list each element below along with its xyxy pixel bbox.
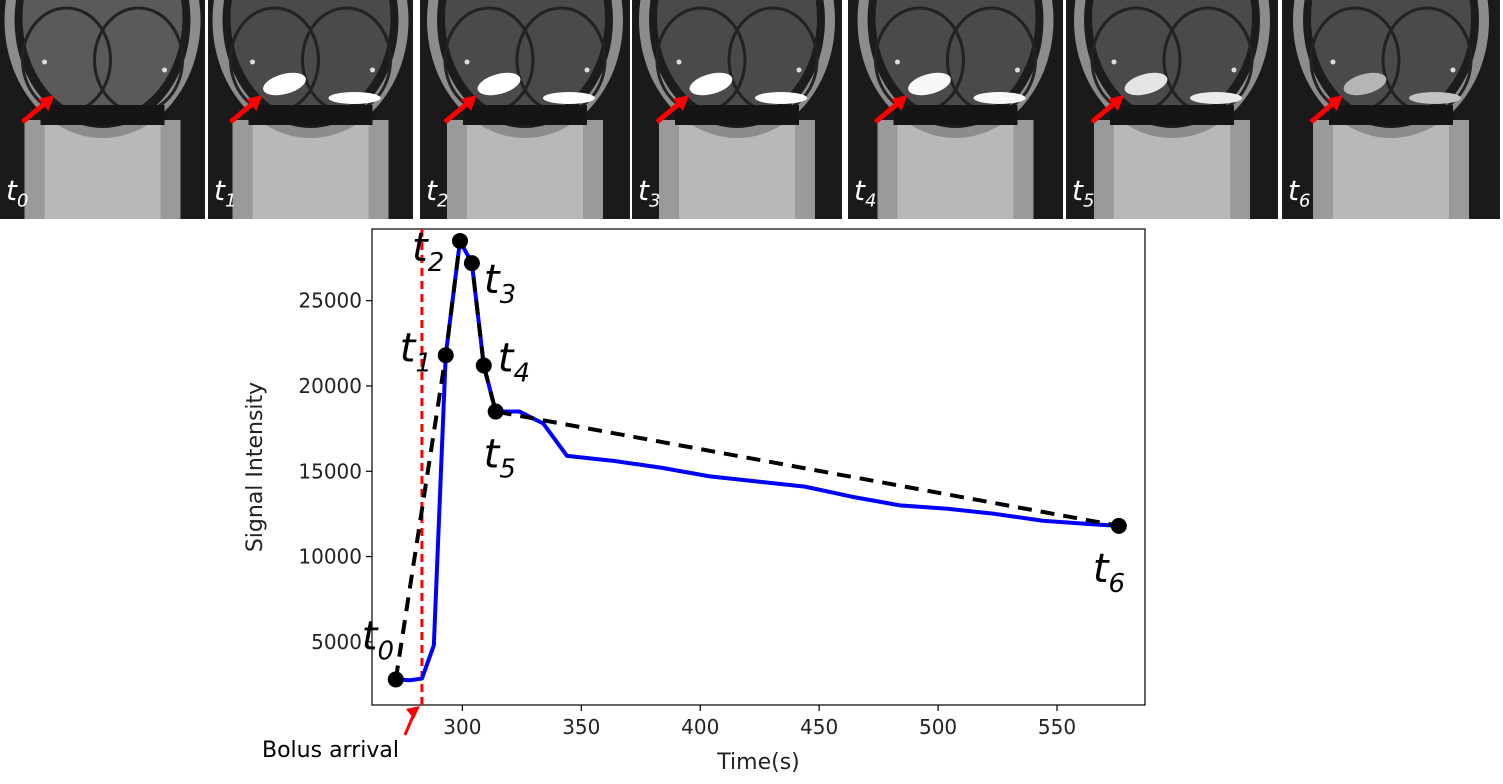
signal-intensity-chart: 300 350 400 450 500 550 5000 10000 15000 20000 250… (243, 225, 1146, 775)
mri-image (632, 0, 842, 219)
x-axis-title: Time(s) (716, 750, 799, 775)
mri-image (208, 0, 413, 219)
mri-image-strip: t0 t1 t2 t3 t4 t5 t6 (0, 0, 1503, 219)
frame-label-t3: t3 (638, 174, 661, 212)
mri-image (420, 0, 630, 219)
mri-image (1282, 0, 1500, 219)
time-point-label: t0 (362, 613, 394, 666)
time-point-marker (387, 671, 404, 688)
mri-frame-t1: t1 (208, 0, 413, 219)
time-point-marker (487, 403, 504, 420)
frame-label-t5: t5 (1072, 174, 1095, 212)
time-point-marker (437, 347, 454, 364)
time-point-label: t3 (484, 257, 516, 310)
x-tick-label: 500 (919, 715, 957, 739)
mri-frame-t0: t0 (0, 0, 205, 219)
time-point-marker (463, 255, 480, 272)
frame-label-t2: t2 (426, 174, 449, 212)
x-tick-label: 550 (1038, 715, 1076, 739)
mri-frame-t4: t4 (848, 0, 1063, 219)
time-point-marker (452, 232, 469, 249)
mri-frame-t5: t5 (1066, 0, 1278, 219)
plot-frame (371, 228, 1146, 706)
y-tick-label: 10000 (298, 545, 362, 569)
y-tick-label: 25000 (298, 289, 362, 313)
mri-frame-t3: t3 (632, 0, 842, 219)
time-point-label: t6 (1093, 546, 1125, 599)
y-tick-label: 15000 (298, 459, 362, 483)
frame-label-t0: t0 (6, 174, 29, 212)
mri-frame-t6: t6 (1282, 0, 1500, 219)
x-tick-label: 450 (800, 715, 838, 739)
x-tick-label: 350 (562, 715, 600, 739)
bolus-arrival-annotation: Bolus arrival (262, 738, 399, 763)
mri-image (0, 0, 205, 219)
frame-label-t1: t1 (214, 174, 237, 212)
time-point-marker (1110, 517, 1127, 534)
time-point-label: t2 (412, 225, 444, 278)
mri-frame-t2: t2 (420, 0, 630, 219)
frame-label-t6: t6 (1288, 174, 1311, 212)
mri-image (1066, 0, 1278, 219)
y-tick-label: 20000 (298, 374, 362, 398)
frame-label-t4: t4 (854, 174, 877, 212)
y-axis-title: Signal Intensity (243, 382, 268, 552)
bolus-arrow-head (405, 706, 420, 719)
time-point-label: t4 (498, 335, 530, 388)
mri-image (848, 0, 1063, 219)
x-tick-label: 300 (443, 715, 481, 739)
time-point-label: t1 (400, 325, 432, 378)
y-tick-label: 5000 (311, 630, 362, 654)
x-tick-label: 400 (681, 715, 719, 739)
time-point-marker (475, 357, 492, 374)
time-point-label: t5 (484, 432, 516, 485)
